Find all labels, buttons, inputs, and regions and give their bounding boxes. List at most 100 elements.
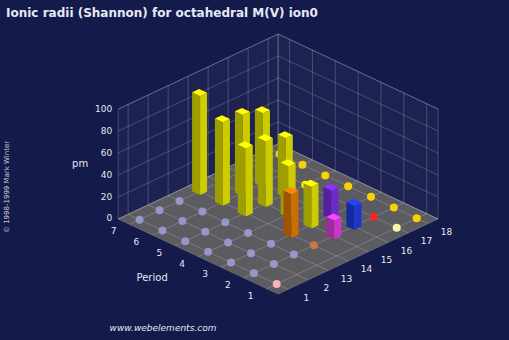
grid-line [148, 95, 149, 205]
y-tick-label: 4 [179, 259, 185, 269]
x-tick-label: 2 [324, 283, 330, 293]
grid-line [358, 72, 359, 182]
floor-dot [247, 249, 255, 257]
floor-dot [267, 240, 275, 248]
x-tick-label: 17 [421, 236, 432, 246]
bar-top [304, 180, 319, 187]
bar [324, 184, 339, 220]
floor-dot [244, 229, 252, 237]
floor-dot [221, 218, 229, 226]
bar-top [281, 159, 296, 166]
floor-dot [224, 238, 232, 246]
bar [258, 134, 273, 207]
bar-side [326, 217, 334, 239]
bar-top [255, 106, 270, 113]
floor-dot [178, 217, 186, 225]
bar [215, 115, 230, 206]
floor-dot [198, 208, 206, 216]
bar [304, 180, 319, 229]
bar-top [258, 134, 273, 141]
bar-side [334, 217, 341, 239]
bar-side [284, 190, 292, 238]
floor-dot [273, 280, 281, 288]
y-tick-label: 2 [225, 280, 231, 290]
grid-line [312, 50, 313, 160]
floor-dot [290, 251, 298, 259]
bar-top [324, 184, 339, 191]
bar-top [238, 141, 253, 148]
watermark: www.webelements.com [110, 323, 217, 333]
bar-side [312, 184, 319, 229]
bar-side [258, 137, 266, 207]
floor-dot [298, 161, 306, 169]
y-tick-label: 3 [202, 269, 208, 279]
bar [192, 89, 207, 195]
bar-side [304, 183, 312, 229]
bar-side [238, 145, 246, 217]
bar-top [235, 108, 250, 115]
bar-side [200, 93, 207, 195]
background [0, 0, 509, 340]
bar-top [346, 199, 361, 206]
y-tick-label: 7 [111, 226, 117, 236]
grid-line [128, 104, 129, 214]
floor-dot [181, 237, 189, 245]
copyright: © 1998-1999 Mark Winter [3, 141, 11, 233]
floor-dot [136, 216, 144, 224]
grid-line [426, 104, 427, 214]
bar-side [354, 202, 361, 229]
z-axis-label: pm [72, 158, 88, 169]
grid-line [380, 82, 381, 192]
chart: 121314151617181234567Period020406080100p… [0, 0, 509, 340]
grid-line [168, 86, 169, 196]
bar-side [292, 191, 299, 238]
floor-dot [227, 259, 235, 267]
y-tick-label: 5 [156, 248, 162, 258]
grid-line [289, 39, 290, 149]
grid [118, 34, 438, 289]
bar-top [326, 214, 341, 221]
bar [238, 141, 253, 216]
z-tick-label: 20 [101, 192, 113, 202]
x-tick-label: 1 [304, 293, 310, 303]
floor-dot [176, 197, 184, 205]
floor-dot [156, 206, 164, 214]
z-tick-label: 40 [101, 170, 113, 180]
floor-dot [321, 171, 329, 179]
bar-top [192, 89, 207, 96]
floor-dot [367, 193, 375, 201]
y-tick-label: 6 [134, 237, 140, 247]
floor-dot [204, 248, 212, 256]
bar [326, 214, 341, 240]
floor-dot [270, 260, 278, 268]
bars [192, 89, 361, 239]
bar-top [215, 115, 230, 122]
x-tick-label: 16 [401, 246, 413, 256]
bar-side [346, 202, 354, 230]
z-tick-label: 60 [101, 148, 113, 158]
grid-line [208, 67, 209, 177]
bar [284, 187, 299, 238]
floor-dot [344, 182, 352, 190]
y-axis-label: Period [137, 272, 168, 283]
bar-side [215, 118, 223, 205]
z-tick-label: 80 [101, 126, 113, 136]
x-tick-label: 13 [341, 274, 352, 284]
x-tick-label: 14 [361, 264, 373, 274]
floor-dot [370, 213, 378, 221]
bar-side [324, 187, 332, 219]
bar-side [266, 138, 273, 207]
panes [118, 34, 438, 294]
grid-line [335, 61, 336, 171]
floor-dot [250, 269, 258, 277]
bar [346, 199, 361, 230]
floor-dot [393, 224, 401, 232]
x-tick-label: 15 [381, 255, 392, 265]
floor-dot [201, 228, 209, 236]
bar-top [278, 131, 293, 138]
grid-line [188, 76, 189, 186]
bar-top [284, 187, 299, 194]
z-tick-label: 100 [95, 104, 112, 114]
floor-dot [390, 204, 398, 212]
bar-side [192, 92, 200, 195]
